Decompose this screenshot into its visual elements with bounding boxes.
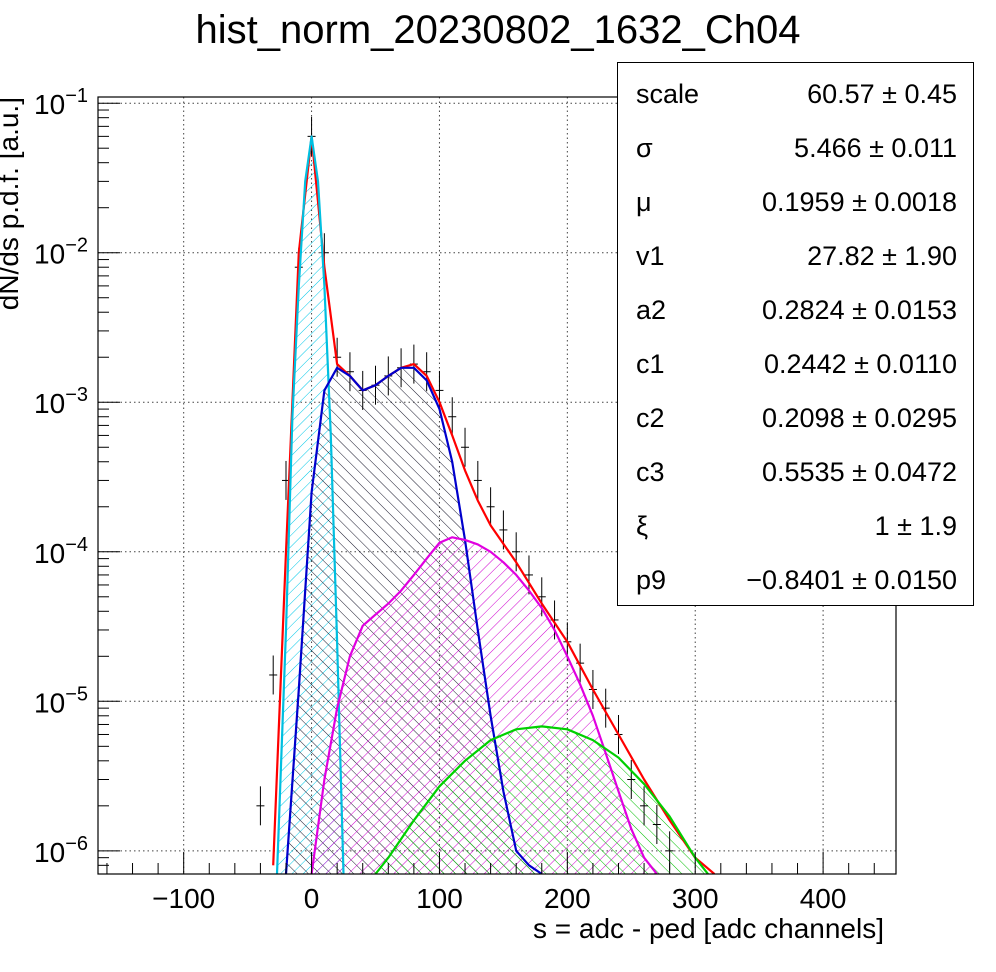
fit-param-name: p9: [636, 565, 667, 595]
series-line-4: [374, 725, 709, 874]
x-axis-label: s = adc - ped [adc channels]: [533, 913, 884, 944]
fit-param-name: σ: [636, 133, 653, 163]
fit-param-value: 0.2098 ± 0.0295: [762, 403, 957, 433]
fit-param-name: c2: [636, 403, 665, 433]
x-tick-label-2: 100: [416, 883, 463, 914]
fit-param-value: 1 ± 1.9: [874, 511, 957, 541]
y-tick-label-1: 10−5: [34, 683, 88, 718]
series-line-0: [272, 135, 716, 874]
fit-param-value: −0.8401 ± 0.0150: [746, 565, 957, 595]
fit-param-row: c3 0.5535 ± 0.0472: [618, 445, 973, 499]
fit-param-row: scale 60.57 ± 0.45: [618, 67, 973, 121]
fit-param-name: ξ: [636, 511, 649, 541]
x-tick-label-0: −100: [152, 883, 215, 914]
fit-param-value: 60.57 ± 0.45: [807, 79, 957, 109]
fit-param-value: 0.2442 ± 0.0110: [764, 349, 957, 379]
y-tick-label-4: 10−2: [34, 235, 88, 270]
fit-param-name: μ: [636, 187, 652, 217]
fit-parameters-box: scale 60.57 ± 0.45 σ 5.466 ± 0.011 μ 0.1959 ±…: [617, 62, 974, 606]
chart-title: hist_norm_20230802_1632_Ch04: [195, 8, 801, 52]
fit-param-value: 5.466 ± 0.011: [794, 133, 957, 163]
fit-param-name: c1: [636, 349, 665, 379]
series-line-2: [284, 366, 543, 874]
fit-param-row: ξ 1 ± 1.9: [618, 499, 973, 553]
fit-param-row: a2 0.2824 ± 0.0153: [618, 283, 973, 337]
fit-param-row: c1 0.2442 ± 0.0110: [618, 337, 973, 391]
y-tick-label-0: 10−6: [34, 833, 88, 868]
x-axis: −100 0 100 200 300 400: [106, 852, 875, 914]
fit-param-row: v1 27.82 ± 1.90: [618, 229, 973, 283]
y-axis-label: dN/ds p.d.f. [a.u.]: [0, 97, 24, 310]
fit-param-value: 0.2824 ± 0.0153: [762, 295, 957, 325]
x-tick-label-4: 300: [672, 883, 719, 914]
fit-curves: [272, 135, 716, 874]
fit-param-name: scale: [636, 79, 700, 109]
x-tick-label-1: 0: [304, 883, 320, 914]
series-line-3: [310, 536, 658, 874]
series-line-1: [275, 135, 345, 874]
y-tick-label-2: 10−4: [34, 534, 88, 569]
fit-param-name: c3: [636, 457, 665, 487]
fit-param-row: μ 0.1959 ± 0.0018: [618, 175, 973, 229]
y-axis: 10−6 10−5 10−4 10−3 10−2 10−1: [34, 85, 120, 875]
y-tick-label-3: 10−3: [34, 384, 88, 419]
fit-param-value: 0.1959 ± 0.0018: [762, 187, 957, 217]
fit-param-value: 27.82 ± 1.90: [807, 241, 957, 271]
y-tick-label-5: 10−1: [34, 85, 88, 120]
fit-param-value: 0.5535 ± 0.0472: [762, 457, 957, 487]
series-fill-4: [375, 726, 708, 874]
fit-param-row: σ 5.466 ± 0.011: [618, 121, 973, 175]
fit-param-name: v1: [636, 241, 665, 271]
fit-param-name: a2: [636, 295, 667, 325]
x-tick-label-3: 200: [544, 883, 591, 914]
x-tick-label-5: 400: [800, 883, 847, 914]
fit-param-row: p9 −0.8401 ± 0.0150: [618, 553, 973, 607]
fit-param-row: c2 0.2098 ± 0.0295: [618, 391, 973, 445]
